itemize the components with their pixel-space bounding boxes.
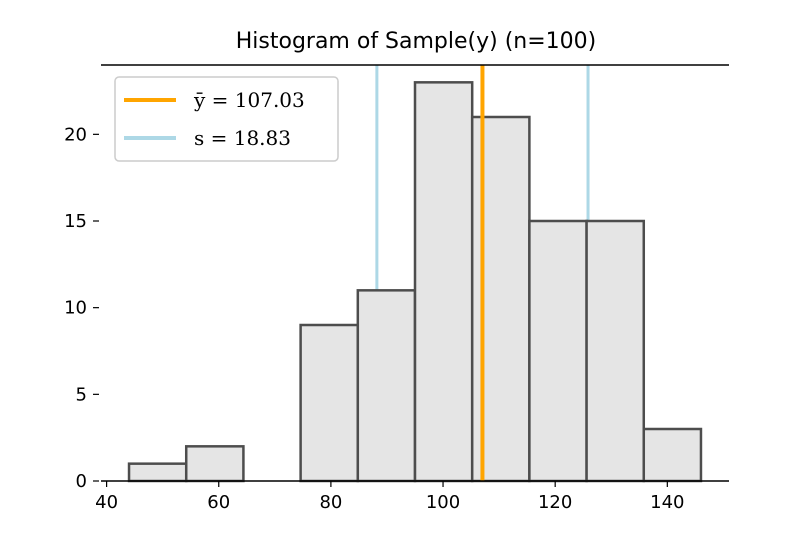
- y-tick-label: 0: [76, 471, 87, 492]
- histogram-bar: [299, 323, 360, 483]
- x-tick-label: 60: [207, 492, 230, 513]
- x-tick-label: 40: [95, 492, 118, 513]
- histogram-bar: [184, 445, 245, 483]
- legend-mean-label: ȳ = 107.03: [193, 88, 305, 112]
- histogram-bar: [528, 219, 588, 483]
- legend-sd-label: s = 18.83: [194, 126, 291, 150]
- histogram-bar: [356, 289, 417, 483]
- x-tick-label: 120: [538, 492, 572, 513]
- histogram-bar: [413, 81, 474, 483]
- histogram-bar: [642, 427, 703, 483]
- x-tick-label: 100: [426, 492, 460, 513]
- y-tick-label: 5: [76, 384, 87, 405]
- x-tick-label: 80: [319, 492, 342, 513]
- y-tick-label: 15: [64, 211, 87, 232]
- chart-title: Histogram of Sample(y) (n=100): [236, 29, 597, 54]
- y-tick-label: 20: [64, 124, 87, 145]
- histogram-bar: [127, 462, 188, 483]
- histogram-bar: [585, 219, 646, 483]
- axes: 40 60 80 100 120 140 0 5 10 15 20: [64, 64, 729, 513]
- x-tick-label: 140: [650, 492, 684, 513]
- legend: ȳ = 107.03 s = 18.83: [114, 76, 339, 162]
- y-tick-label: 10: [64, 298, 87, 319]
